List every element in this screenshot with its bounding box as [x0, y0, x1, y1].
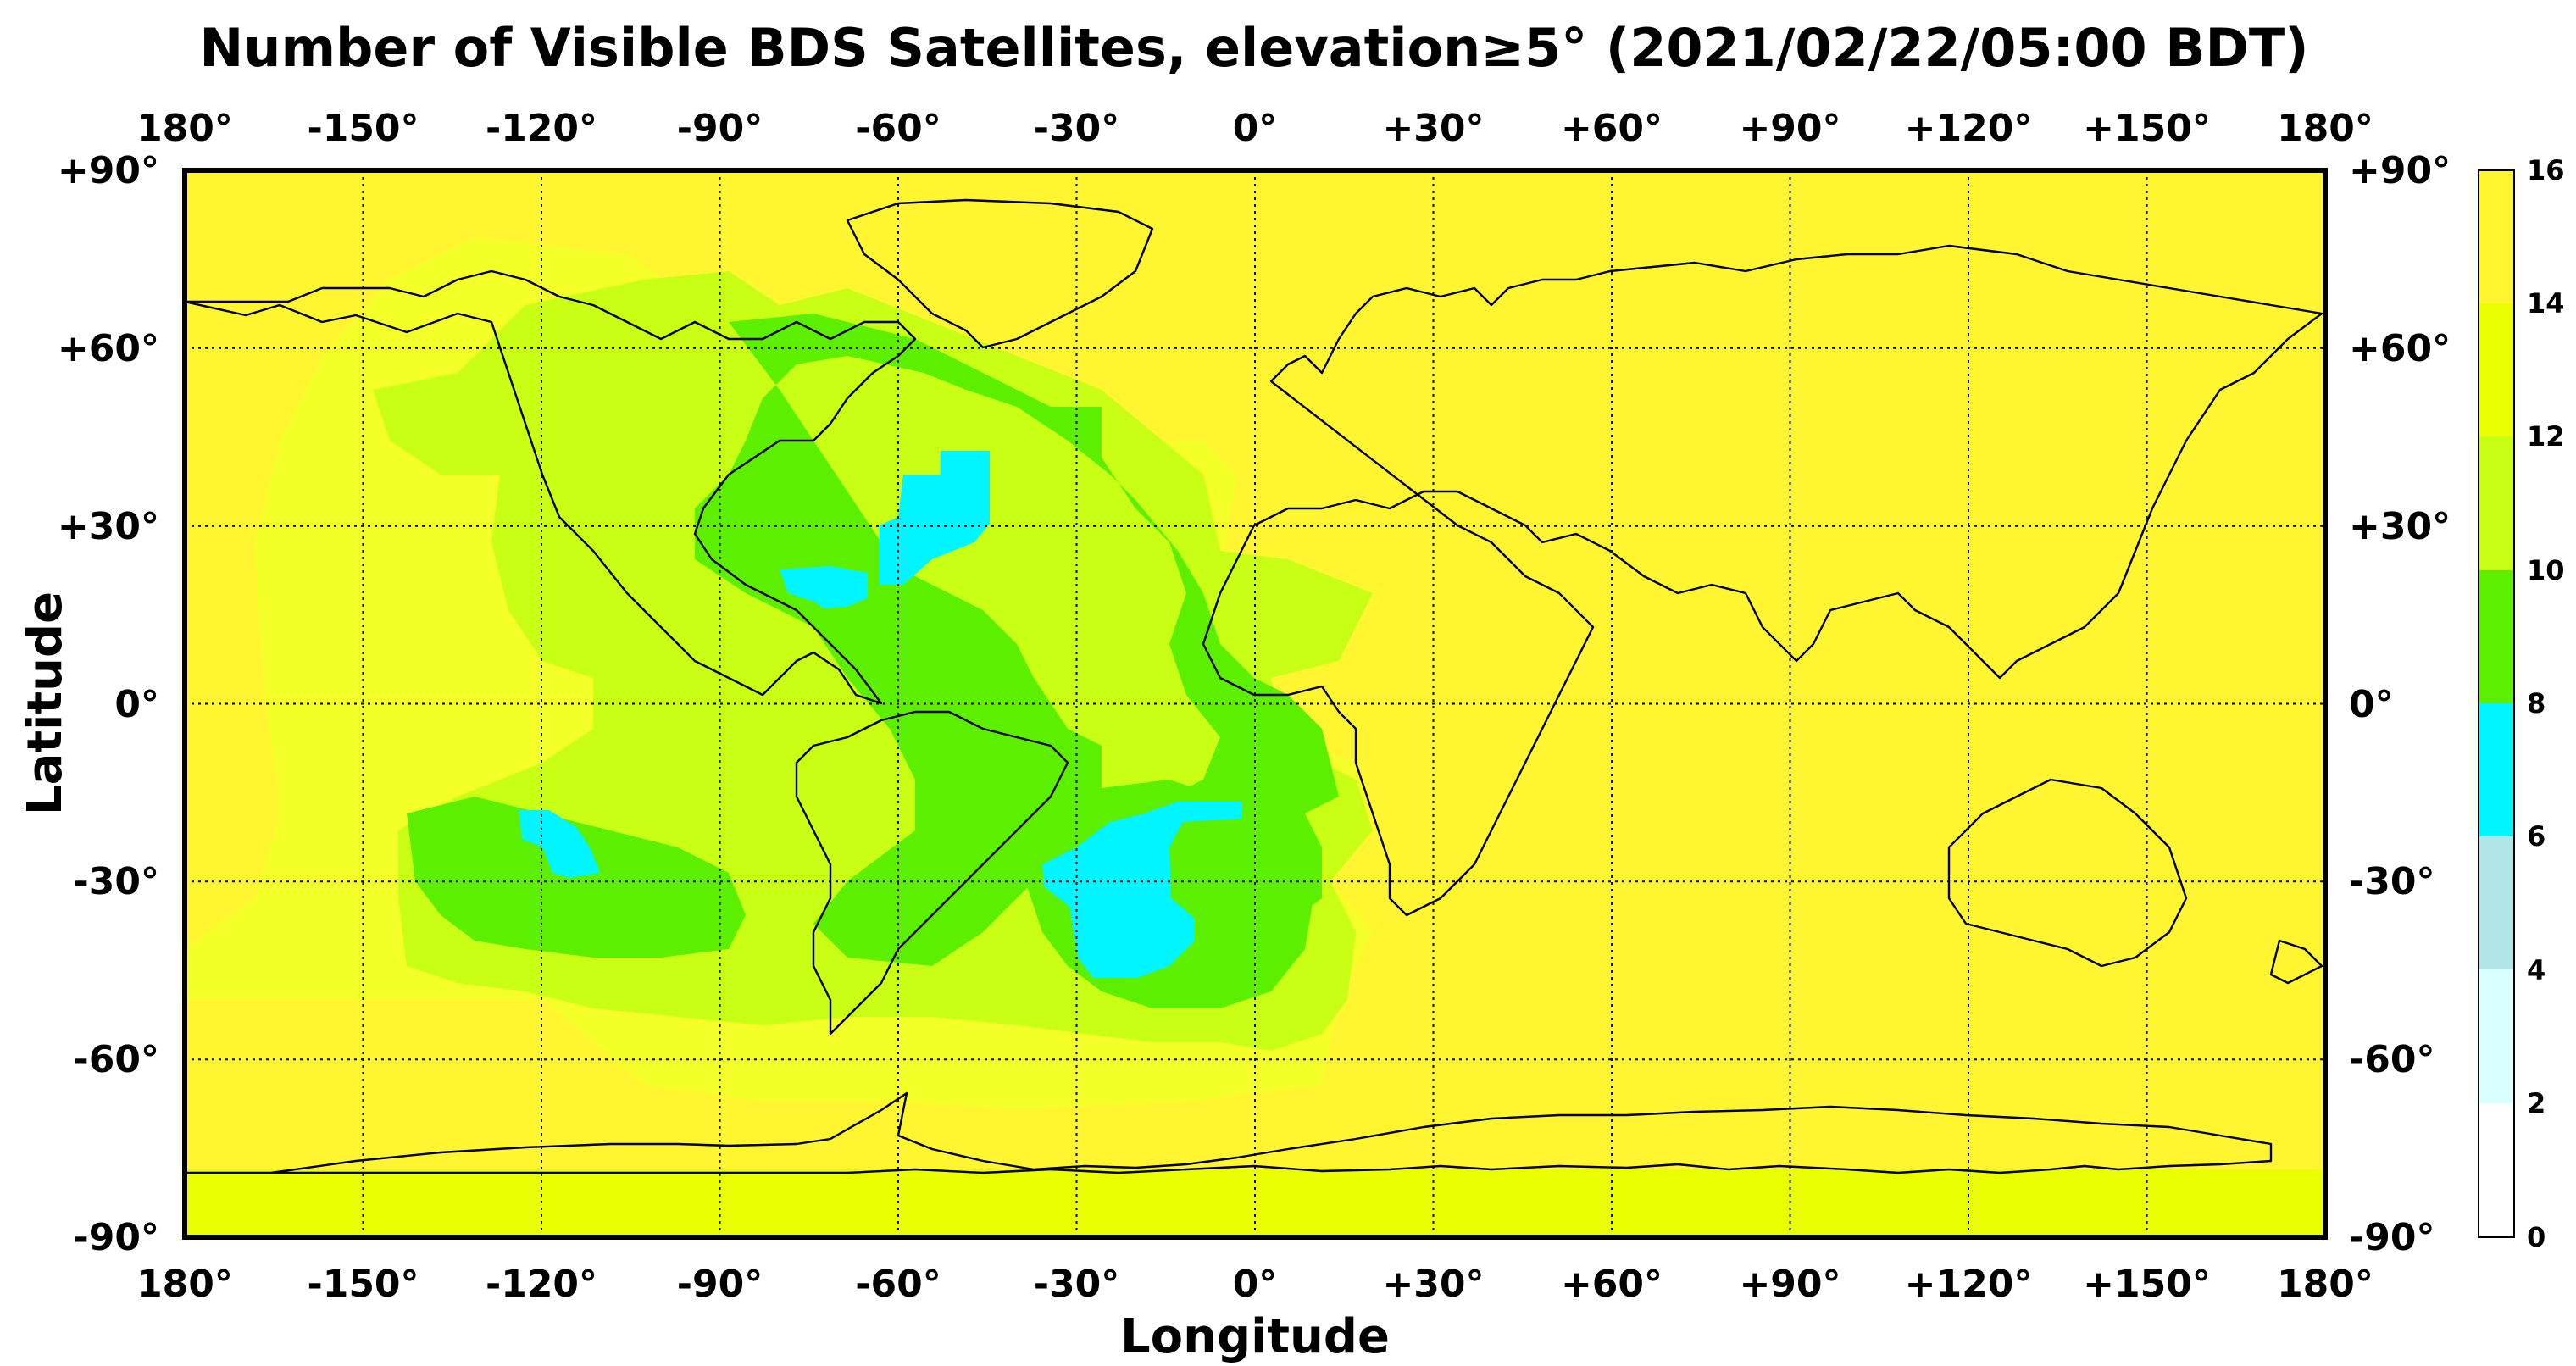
lat-tick-right: +30°: [2349, 505, 2451, 548]
lon-tick-top: 180°: [136, 107, 233, 150]
lon-tick-top: -90°: [677, 107, 763, 150]
lon-tick-top: +120°: [1905, 107, 2033, 150]
colorbar-tick-label: 0: [2527, 1221, 2545, 1253]
colorbar-tick-label: 16: [2527, 154, 2565, 186]
lon-tick-bottom: +30°: [1382, 1263, 1484, 1306]
lat-tick-right: +60°: [2349, 327, 2451, 370]
colorbar-swatch-6: [2479, 303, 2514, 436]
x-axis-label: Longitude: [1120, 1309, 1390, 1364]
lat-tick-left: 0°: [114, 683, 159, 726]
lon-tick-top: 180°: [2277, 107, 2373, 150]
colorbar-ticks: 0 2 4 6 8 10 12 14 16: [2527, 154, 2565, 1253]
y-axis-label: Latitude: [18, 591, 73, 815]
colorbar-swatch-1: [2479, 969, 2514, 1103]
colorbar-swatch-2: [2479, 836, 2514, 969]
coverage-region-7-north-atlantic: [880, 451, 990, 585]
lon-tick-bottom: -30°: [1034, 1263, 1120, 1306]
colorbar-tick-label: 10: [2527, 554, 2565, 586]
lon-tick-top: +60°: [1561, 107, 1663, 150]
coastline-greenland: [846, 198, 1154, 349]
lon-tick-top: -60°: [855, 107, 941, 150]
colorbar-swatch-5: [2479, 436, 2514, 570]
lat-ticks-left: +90° +60° +30° 0° -30° -60° -90°: [58, 149, 159, 1259]
colorbar-swatches: [2479, 170, 2514, 1237]
lat-tick-right: 0°: [2349, 683, 2394, 726]
coverage-region-7-south-pacific: [519, 810, 600, 878]
coastline-new-zealand: [2269, 939, 2323, 985]
coastline-australia: [1947, 778, 2188, 968]
colorbar-tick-label: 12: [2527, 420, 2565, 453]
coverage-region-9-south-pacific: [407, 797, 746, 958]
gridlines: [185, 170, 2325, 1237]
lon-tick-top: -150°: [307, 107, 419, 150]
lon-tick-bottom: +150°: [2083, 1263, 2211, 1306]
coverage-region-7-caribbean: [780, 566, 868, 608]
lat-tick-left: +30°: [58, 505, 159, 548]
coastlines: [185, 198, 2323, 1174]
coastline-eurasia-africa: [1202, 244, 2323, 917]
lon-tick-bottom: +90°: [1739, 1263, 1840, 1306]
map-area: [185, 170, 2325, 1237]
lat-tick-right: +90°: [2349, 149, 2451, 192]
lon-tick-top: -30°: [1034, 107, 1120, 150]
lon-tick-bottom: 0°: [1233, 1263, 1278, 1306]
colorbar-tick-label: 4: [2527, 954, 2545, 986]
lon-tick-top: -120°: [486, 107, 597, 150]
lat-ticks-right: +90° +60° +30° 0° -30° -60° -90°: [2349, 149, 2451, 1259]
colorbar-swatch-3: [2479, 703, 2514, 836]
coverage-region-7-south-atlantic: [1042, 802, 1242, 978]
coastline-south-america: [795, 710, 1069, 1036]
colorbar-swatch-0: [2479, 1103, 2514, 1237]
colorbar-tick-label: 6: [2527, 820, 2545, 852]
figure-title: Number of Visible BDS Satellites, elevat…: [199, 17, 2308, 79]
lon-tick-top: +30°: [1382, 107, 1484, 150]
lon-ticks-bottom: 180° -150° -120° -90° -60° -30° 0° +30° …: [136, 1263, 2373, 1306]
lon-tick-bottom: 180°: [136, 1263, 233, 1306]
lat-tick-left: -30°: [74, 860, 160, 903]
lon-ticks-top: 180° -150° -120° -90° -60° -30° 0° +30° …: [136, 107, 2373, 150]
lon-tick-bottom: -90°: [677, 1263, 763, 1306]
map-frame: [182, 168, 2328, 1240]
coastline-antarctica: [185, 1091, 2273, 1174]
colorbar: 0 2 4 6 8 10 12 14 16: [2478, 154, 2565, 1253]
lon-tick-top: +90°: [1739, 107, 1840, 150]
colorbar-tick-label: 14: [2527, 287, 2565, 319]
colorbar-tick-label: 2: [2527, 1087, 2545, 1119]
coastline-north-america: [185, 269, 917, 705]
lon-tick-top: +150°: [2083, 107, 2211, 150]
lon-tick-bottom: 180°: [2277, 1263, 2373, 1306]
lon-tick-top: 0°: [1233, 107, 1278, 150]
lon-tick-bottom: -60°: [855, 1263, 941, 1306]
lon-tick-bottom: +120°: [1905, 1263, 2033, 1306]
lat-tick-right: -60°: [2349, 1038, 2435, 1081]
lat-tick-right: -90°: [2349, 1216, 2435, 1259]
lat-tick-right: -30°: [2349, 860, 2435, 903]
lat-tick-left: -90°: [74, 1216, 160, 1259]
colorbar-swatch-4: [2479, 570, 2514, 703]
lon-tick-bottom: +60°: [1561, 1263, 1663, 1306]
colorbar-swatch-7: [2479, 170, 2514, 303]
lat-tick-left: +60°: [58, 327, 159, 370]
lat-tick-left: -60°: [74, 1038, 160, 1081]
colorbar-tick-label: 8: [2527, 687, 2545, 719]
lat-tick-left: +90°: [58, 149, 159, 192]
lon-tick-bottom: -120°: [486, 1263, 597, 1306]
colorbar-frame: [2478, 169, 2515, 1238]
lon-tick-bottom: -150°: [307, 1263, 419, 1306]
